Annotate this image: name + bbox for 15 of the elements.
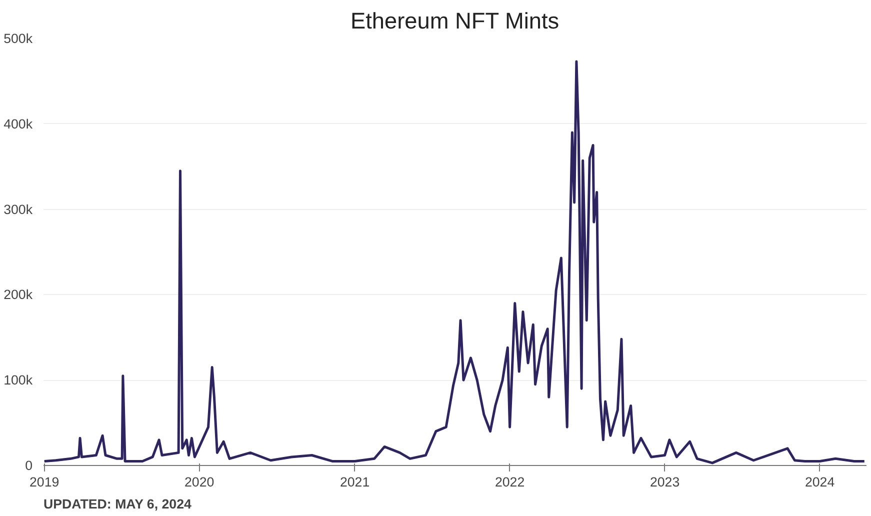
- line-series: [44, 60, 866, 464]
- x-tick-label: 2021: [340, 474, 370, 490]
- y-tick-label: 400k: [4, 116, 33, 132]
- text: UPDATED: MAY 6, 2024: [44, 496, 192, 512]
- chart-title: Ethereum NFT Mints: [350, 8, 560, 34]
- x-tick-label: 2023: [650, 474, 680, 490]
- y-tick-label: 100k: [4, 372, 33, 388]
- x-tick-label: 2022: [494, 474, 525, 490]
- x-tick-label: 2020: [184, 474, 214, 490]
- y-tick-label: 300k: [4, 202, 33, 217]
- y-tick-label: 0: [25, 458, 33, 473]
- x-tick-label: 2019: [30, 474, 60, 490]
- x-tick-label: 2024: [804, 474, 836, 490]
- y-tick-label: 200k: [4, 287, 33, 302]
- y-tick-label: 500k: [4, 31, 33, 46]
